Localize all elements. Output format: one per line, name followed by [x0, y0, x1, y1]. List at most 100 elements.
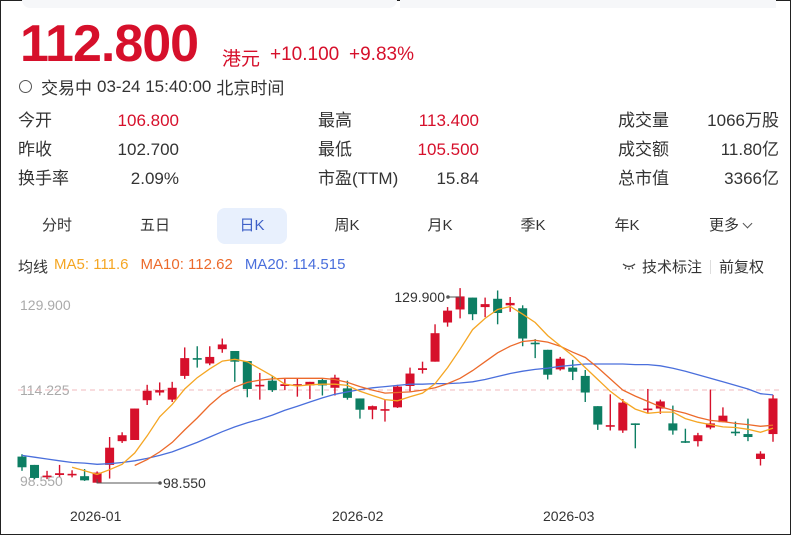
candle-body[interactable] — [305, 381, 315, 386]
search-bar-edge — [22, 0, 397, 8]
candle-body[interactable] — [768, 398, 778, 435]
tab-daily-k[interactable]: 日K — [217, 208, 287, 244]
tab-five-day[interactable]: 五日 — [139, 217, 170, 234]
candle-body[interactable] — [217, 344, 227, 350]
y-axis-max-label: 129.900 — [20, 297, 71, 313]
stat-value: 113.400 — [418, 111, 479, 130]
candle-body[interactable] — [393, 386, 402, 408]
forward-adjust-toggle[interactable]: 前复权 — [719, 259, 765, 276]
candle-body[interactable] — [180, 358, 190, 376]
candle-body[interactable] — [468, 297, 478, 315]
candle-body[interactable] — [568, 367, 578, 372]
candle-body[interactable] — [730, 431, 740, 434]
currency-label: 港元 — [222, 49, 261, 70]
status-text: 交易中 — [41, 79, 92, 98]
candle-body[interactable] — [480, 304, 490, 308]
candle-body[interactable] — [580, 375, 590, 393]
candle-body[interactable] — [267, 380, 277, 391]
candle-body[interactable] — [755, 453, 765, 459]
candle-body[interactable] — [543, 349, 553, 375]
candle-body[interactable] — [67, 473, 77, 476]
candle-body[interactable] — [292, 384, 302, 386]
candle-body[interactable] — [192, 358, 202, 360]
stat-value: 102.700 — [117, 140, 179, 159]
candle-body[interactable] — [505, 302, 515, 306]
candle-body[interactable] — [330, 377, 340, 388]
candle-body[interactable] — [155, 390, 165, 393]
stat-label: 昨收 — [18, 140, 52, 159]
candle-body[interactable] — [42, 475, 52, 478]
stat-label: 成交量 — [618, 111, 669, 130]
eye-icon — [622, 258, 636, 275]
stat-label: 最低 — [318, 140, 352, 159]
tab-quarterly-k[interactable]: 季K — [520, 217, 546, 234]
candle-body[interactable] — [618, 402, 628, 431]
stat-label: 今开 — [18, 111, 52, 130]
candle-body[interactable] — [30, 464, 40, 478]
y-axis-ref-label: 114.225 — [20, 382, 70, 398]
tech-annotation-toggle[interactable]: 技术标注 — [642, 259, 703, 276]
stat-label: 总市值 — [618, 169, 669, 188]
candle-body[interactable] — [493, 298, 503, 314]
tab-weekly-k[interactable]: 周K — [334, 217, 360, 234]
stat-value: 105.500 — [417, 140, 479, 159]
candle-body[interactable] — [443, 310, 453, 323]
candle-body[interactable] — [605, 425, 615, 427]
candle-body[interactable] — [593, 406, 603, 425]
candle-body[interactable] — [643, 408, 653, 411]
candle-body[interactable] — [530, 342, 540, 345]
candle-body[interactable] — [718, 415, 728, 423]
chart-options: 技术标注 前复权 — [622, 256, 764, 277]
candle-body[interactable] — [55, 473, 65, 475]
candle-body[interactable] — [693, 435, 703, 442]
candle-body[interactable] — [668, 423, 678, 431]
candle-body[interactable] — [242, 361, 252, 389]
candle-body[interactable] — [230, 350, 240, 362]
max-annotation-dot — [446, 295, 450, 299]
x-axis-label: 2026-02 — [332, 508, 384, 524]
current-price: 112.800 — [20, 15, 199, 73]
candle-body[interactable] — [255, 384, 265, 387]
x-axis-label: 2026-01 — [70, 508, 122, 524]
candle-body[interactable] — [705, 423, 715, 428]
candle-body[interactable] — [380, 409, 390, 411]
min-annotation-label: 98.550 — [163, 475, 206, 491]
candle-body[interactable] — [17, 456, 27, 468]
candle-body[interactable] — [743, 434, 753, 438]
candle-body[interactable] — [555, 358, 565, 370]
ma-label: 均线 — [18, 259, 49, 276]
tab-more[interactable]: 更多 — [695, 208, 765, 244]
candle-body[interactable] — [317, 380, 327, 386]
candle-body[interactable] — [680, 441, 690, 443]
tab-yearly-k[interactable]: 年K — [614, 217, 640, 234]
candle-body[interactable] — [167, 387, 177, 400]
candle-body[interactable] — [92, 472, 102, 483]
candle-body[interactable] — [205, 356, 215, 364]
candle-body[interactable] — [142, 390, 152, 401]
candle-body[interactable] — [80, 476, 90, 481]
stat-value: 3366亿 — [724, 169, 779, 188]
candle-body[interactable] — [130, 408, 140, 440]
candle-body[interactable] — [418, 368, 428, 370]
stat-label: 换手率 — [18, 169, 69, 188]
candle-body[interactable] — [655, 401, 665, 409]
candle-body[interactable] — [342, 388, 352, 398]
candle-body[interactable] — [280, 384, 290, 386]
candle-body[interactable] — [355, 398, 365, 410]
candle-body[interactable] — [367, 406, 377, 410]
candle-body[interactable] — [518, 308, 528, 339]
candle-body[interactable] — [630, 423, 640, 425]
tab-monthly-k[interactable]: 月K — [427, 217, 453, 234]
candle-body[interactable] — [105, 447, 115, 465]
price-change-percent: +9.83% — [349, 44, 414, 65]
tab-intraday[interactable]: 分时 — [41, 217, 72, 234]
min-annotation-line — [96, 479, 160, 484]
chevron-down-icon — [742, 218, 753, 229]
candle-body[interactable] — [405, 373, 415, 386]
min-annotation-dot — [158, 481, 162, 485]
top-panel-edge — [400, 0, 776, 8]
candle-body[interactable] — [430, 333, 440, 362]
status-timezone: 北京时间 — [216, 79, 285, 98]
candlestick-chart[interactable]: 129.900 98.550 — [0, 280, 791, 535]
candle-body[interactable] — [117, 435, 127, 442]
